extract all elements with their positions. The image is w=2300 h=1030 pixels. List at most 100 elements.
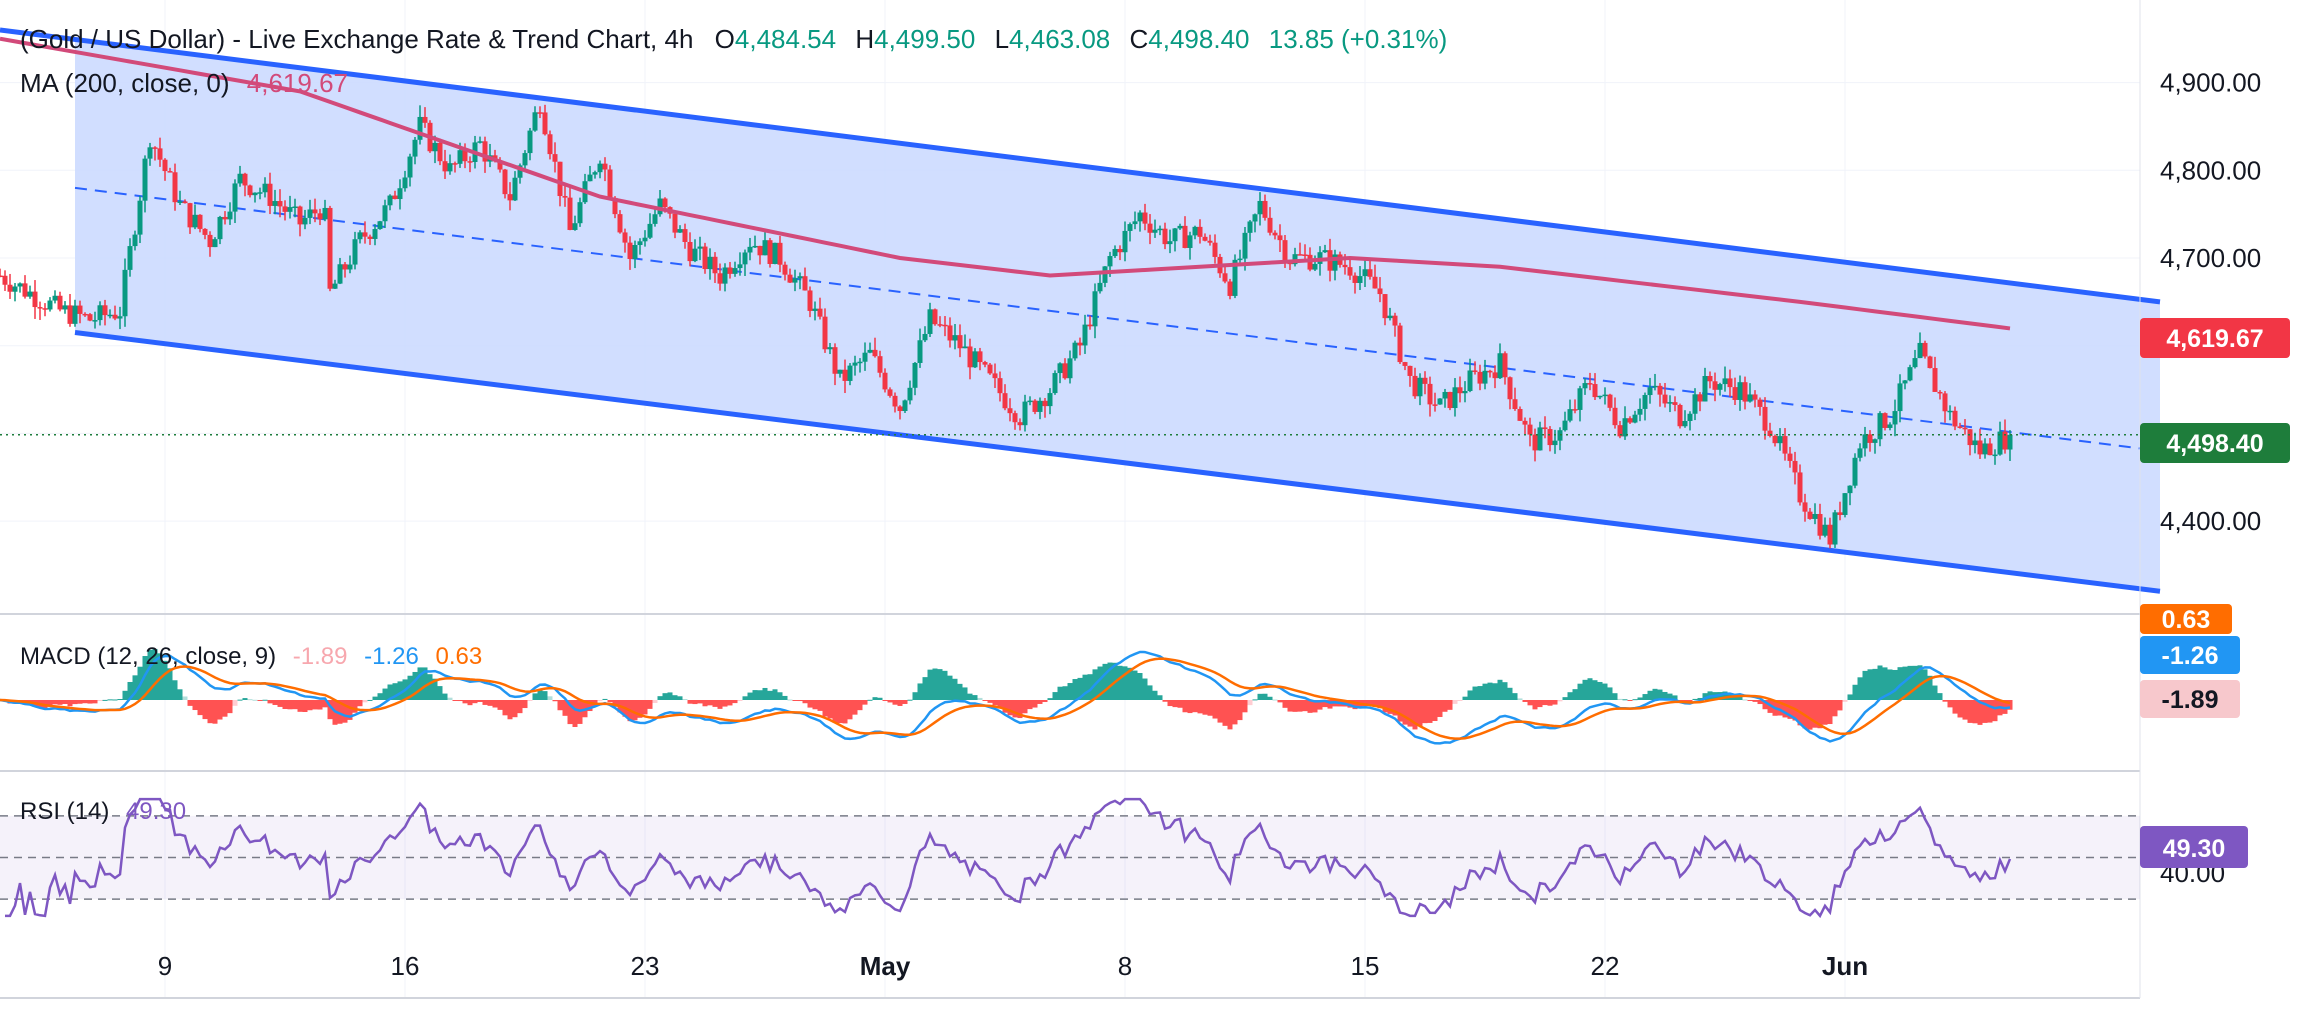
macd-signal-line[interactable] — [0, 657, 2011, 740]
price-badge: 4,498.40 — [2140, 423, 2290, 463]
candle-body — [122, 269, 128, 317]
price-candles[interactable] — [0, 104, 2013, 549]
macd-histogram-bar — [1807, 700, 1813, 730]
macd-histogram-bar — [1002, 700, 1008, 713]
candle-body — [92, 320, 98, 322]
macd-histogram-bar — [1237, 700, 1243, 721]
candle-body — [32, 291, 38, 308]
close-value: 4,498.40 — [1148, 24, 1249, 54]
candle-body — [1972, 440, 1978, 446]
candle-body — [1782, 436, 1788, 454]
candle-body — [477, 141, 483, 143]
candle-body — [752, 245, 758, 248]
candle-body — [1767, 430, 1773, 437]
macd-histogram-bar — [1217, 700, 1223, 723]
candle-body — [1612, 407, 1618, 426]
candle-body — [1832, 512, 1838, 545]
candle-body — [837, 369, 843, 374]
macd-histogram-bar — [1407, 700, 1413, 727]
candle-body — [2002, 431, 2008, 450]
candle-body — [552, 154, 558, 162]
macd-histogram-bar — [1252, 699, 1258, 701]
candle-body — [917, 340, 923, 363]
macd-histogram-bar — [1977, 700, 1983, 725]
macd-histogram-bar — [892, 700, 898, 705]
macd-line[interactable] — [0, 650, 2011, 745]
macd-histogram-bar — [1042, 700, 1048, 703]
macd-histogram-bar — [717, 700, 723, 709]
candle-body — [1047, 393, 1053, 407]
macd-histogram[interactable] — [0, 648, 2013, 730]
macd-histogram-bar — [1197, 700, 1203, 714]
macd-legend[interactable]: MACD (12, 26, close, 9) -1.89 -1.26 0.63 — [20, 643, 482, 670]
macd-histogram-bar — [1047, 698, 1053, 700]
macd-histogram-bar — [157, 653, 163, 700]
channel-lower-line[interactable] — [74, 330, 2161, 594]
candle-body — [422, 116, 428, 123]
macd-histogram-bar — [782, 695, 788, 700]
macd-histogram-bar — [672, 695, 678, 700]
time-axis[interactable]: 9 16 23 May 8 15 22 Jun — [158, 951, 1868, 981]
candle-body — [277, 201, 283, 207]
macd-histogram-bar — [802, 700, 808, 704]
ma-200-line[interactable] — [0, 36, 2011, 331]
macd-histogram-bar — [1482, 683, 1488, 700]
candle-body — [1042, 400, 1048, 407]
ma-legend[interactable]: MA (200, close, 0) 4,619.67 — [20, 68, 348, 98]
macd-histogram-bar — [692, 700, 698, 705]
macd-histogram-bar — [1872, 668, 1878, 700]
candle-body — [1672, 402, 1678, 405]
ma-legend-label: MA (200, close, 0) — [20, 68, 230, 98]
candle-body — [577, 202, 583, 224]
candle-body — [1467, 370, 1473, 392]
macd-histogram-bar — [632, 700, 638, 721]
candle-body — [1302, 254, 1308, 256]
macd-histogram-bar — [1957, 700, 1963, 718]
candle-body — [1262, 200, 1268, 218]
candle-body — [1002, 393, 1008, 409]
chart-legend[interactable]: (Gold / US Dollar) - Live Exchange Rate … — [20, 24, 1447, 54]
macd-histogram-bar — [682, 699, 688, 701]
candle-body — [1727, 378, 1733, 388]
macd-histogram-bar — [1102, 663, 1108, 700]
candle-body — [912, 362, 918, 388]
candle-body — [1637, 408, 1643, 415]
candle-body — [1802, 502, 1808, 512]
macd-histogram-bar — [1647, 690, 1653, 700]
candle-body — [1607, 394, 1613, 408]
candle-body — [1502, 353, 1508, 378]
rsi-legend[interactable]: RSI (14) 49.30 — [20, 798, 186, 825]
macd-histogram-bar — [317, 700, 323, 710]
macd-histogram-bar — [1577, 683, 1583, 700]
candle-body — [297, 206, 303, 225]
candle-body — [27, 291, 33, 297]
rsi-line[interactable] — [5, 797, 2012, 919]
macd-histogram-bar — [1127, 667, 1133, 700]
candle-body — [262, 183, 268, 193]
price-axis-tick: 4,800.00 — [2160, 155, 2261, 185]
channel-mid-line[interactable] — [74, 186, 2161, 452]
macd-histogram-bar — [1982, 700, 1988, 723]
candle-body — [507, 194, 513, 201]
macd-histogram-bar — [1942, 700, 1948, 702]
candle-body — [72, 305, 78, 324]
macd-histogram-bar — [1932, 685, 1938, 700]
macd-histogram-bar — [1077, 677, 1083, 700]
macd-histogram-bar — [1742, 699, 1748, 701]
candle-body — [792, 278, 798, 283]
channel-upper-line[interactable] — [0, 27, 2161, 305]
candle-body — [1257, 200, 1263, 215]
candle-body — [127, 246, 133, 270]
price-axis[interactable]: 4,900.00 4,800.00 4,700.00 4,400.00 — [2160, 68, 2261, 536]
macd-histogram-bar — [1937, 693, 1943, 700]
macd-histogram-bar — [237, 699, 243, 701]
macd-histogram-bar — [1157, 695, 1163, 700]
candle-body — [1907, 367, 1913, 381]
candle-body — [1887, 424, 1893, 428]
candle-body — [1902, 380, 1908, 384]
candle-body — [1827, 524, 1833, 545]
time-axis-tick: 9 — [158, 951, 172, 981]
macd-histogram-bar — [862, 700, 868, 705]
macd-histogram-bar — [107, 699, 113, 701]
